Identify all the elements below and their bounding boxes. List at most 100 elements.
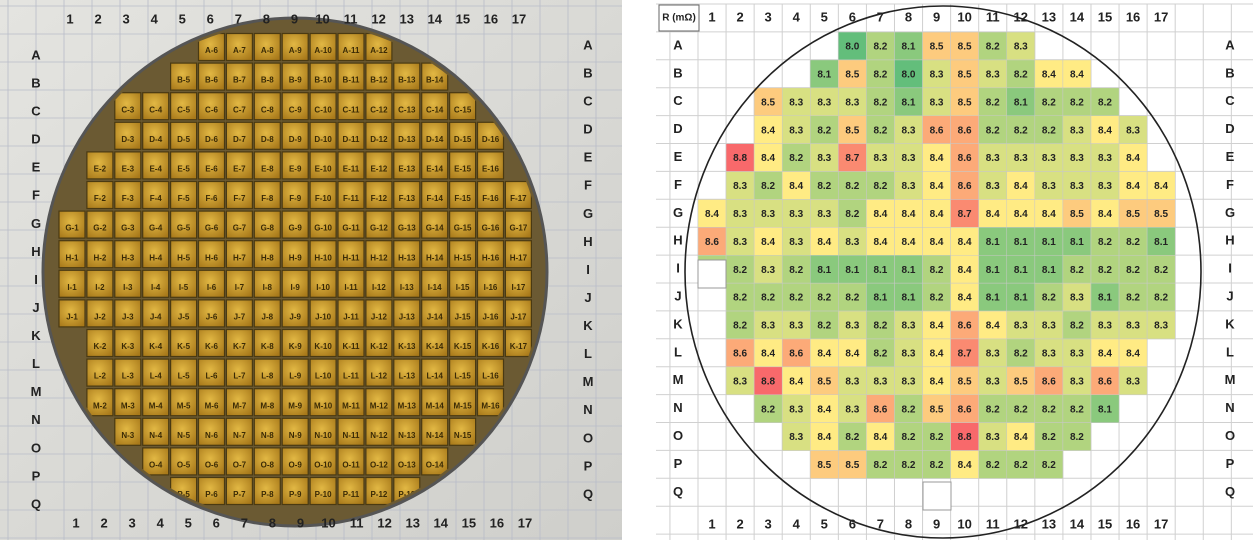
die: [225, 210, 253, 239]
cell-value: 8.2: [930, 293, 944, 304]
photo-row-label: H: [583, 234, 592, 249]
row-label: M: [1225, 372, 1236, 387]
cell-value: 8.6: [1098, 376, 1112, 387]
die-label: B-12: [370, 76, 388, 85]
heat-cell: [894, 366, 923, 396]
photo-row-label: C: [583, 94, 593, 109]
die: [504, 180, 532, 210]
row-label: M: [673, 372, 684, 387]
die: [281, 447, 309, 476]
die: [86, 180, 114, 210]
cell-value: 8.4: [902, 237, 916, 248]
photo-column-label: 8: [269, 515, 276, 530]
cell-value: 8.4: [761, 349, 775, 360]
die: [253, 32, 281, 62]
cell-value: 8.3: [761, 321, 775, 332]
die: [281, 32, 309, 62]
heat-cell: [1146, 171, 1176, 200]
die-label: G-15: [454, 224, 472, 233]
cell-value: 8.2: [1126, 237, 1140, 248]
heat-cell: [725, 255, 755, 284]
die-label: I-4: [151, 283, 161, 292]
cell-value: 8.3: [873, 376, 887, 387]
heat-cell: [950, 394, 979, 423]
heat-cell: [810, 255, 839, 284]
die: [309, 240, 337, 269]
photo-column-label: 14: [434, 515, 449, 530]
die: [197, 269, 226, 298]
heat-cell: [978, 255, 1008, 284]
die-label: A-6: [205, 46, 218, 55]
die: [449, 299, 477, 328]
cell-value: 8.2: [902, 460, 916, 471]
cell-value: 8.3: [845, 237, 859, 248]
die-label: H-3: [121, 253, 134, 262]
photo-row-label: C: [31, 104, 41, 119]
cell-value: 8.3: [789, 125, 803, 136]
cell-value: 8.5: [930, 404, 944, 415]
photo-row-label: P: [32, 468, 41, 483]
die-label: I-3: [123, 283, 133, 292]
heat-cell: [753, 143, 783, 172]
die: [309, 299, 337, 328]
die-label: L-7: [233, 372, 246, 381]
cell-value: 8.3: [817, 153, 831, 164]
cell-value: 8.3: [902, 181, 916, 192]
heat-cell: [838, 310, 867, 340]
die: [225, 476, 253, 506]
die-label: N-11: [343, 431, 360, 440]
heat-cell: [1090, 338, 1120, 368]
die-label: E-6: [205, 165, 218, 174]
cell-value: 8.3: [789, 209, 803, 220]
cell-value: 8.6: [1042, 376, 1056, 387]
die: [309, 62, 337, 91]
die-label: P-8: [261, 490, 274, 499]
die: [393, 328, 421, 358]
heat-cell: [753, 310, 783, 340]
cell-value: 8.1: [986, 237, 1000, 248]
photo-column-label: 2: [94, 11, 101, 26]
row-label: D: [673, 121, 682, 136]
heat-cell: [1006, 366, 1036, 396]
photo-column-label: 11: [344, 11, 358, 26]
photo-column-label: 3: [123, 11, 130, 26]
cell-value: 8.4: [930, 209, 944, 220]
photo-row-label: K: [583, 318, 593, 333]
die-label: N-13: [398, 431, 416, 440]
die-label: J-3: [122, 313, 134, 322]
die-label: M-11: [342, 401, 360, 410]
die: [365, 388, 393, 417]
die-label: H-7: [233, 253, 246, 262]
row-label: H: [673, 233, 682, 248]
die-label: H-4: [149, 253, 162, 262]
column-label: 2: [736, 516, 743, 531]
photo-row-label: J: [584, 290, 591, 305]
column-label: 11: [986, 9, 1000, 24]
die-label: L-9: [289, 372, 302, 381]
die: [114, 151, 142, 180]
die-label: F-10: [315, 194, 332, 203]
cell-value: 8.1: [902, 293, 916, 304]
die-label: H-13: [398, 253, 416, 262]
heat-cell: [866, 366, 895, 396]
die-label: G-13: [398, 224, 416, 233]
die: [337, 62, 365, 91]
cell-value: 8.3: [986, 376, 1000, 387]
die-label: N-8: [261, 431, 274, 440]
die-label: C-4: [149, 105, 162, 114]
die: [421, 299, 449, 328]
die: [365, 92, 393, 121]
die: [142, 328, 170, 358]
cell-value: 8.3: [1014, 42, 1028, 53]
die-label: L-6: [206, 372, 219, 381]
die-label: L-11: [343, 372, 360, 381]
cell-value: 8.2: [873, 42, 887, 53]
row-label: P: [674, 456, 683, 471]
heat-cell: [978, 450, 1008, 479]
die-label: F-7: [233, 194, 246, 203]
die-label: F-3: [122, 194, 135, 203]
row-label: I: [1228, 261, 1232, 276]
die-label: D-12: [370, 135, 388, 144]
photo-row-label: H: [31, 244, 40, 259]
